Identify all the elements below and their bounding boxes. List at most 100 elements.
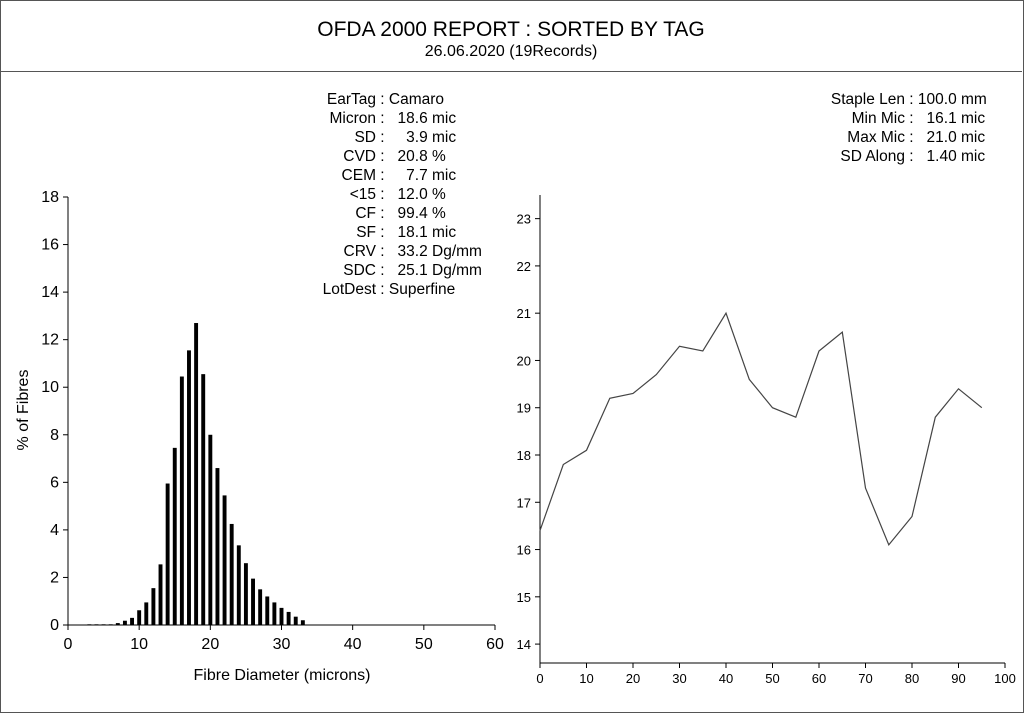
- histogram-bar: [208, 434, 213, 625]
- histogram-bar: [194, 323, 199, 625]
- stat-row-eartag: EarTag : Camaro: [300, 90, 579, 109]
- line-chart-x-tick-label: 30: [672, 671, 686, 686]
- histogram-x-axis-label: Fibre Diameter (microns): [194, 667, 371, 684]
- stat-value: 1.40 mic: [917, 148, 986, 165]
- stat-value: 33.2 Dg/mm: [388, 243, 482, 260]
- histogram-chart: 0 2 4 6 8 10 12 14 16 18 0 10 20 30 40 50 60: [41, 189, 504, 653]
- histogram-bar: [258, 589, 263, 625]
- stat-row-lt15: <15 : 12.0 %: [300, 185, 579, 204]
- line-chart-series: [539, 311, 983, 546]
- histogram-x-tick-label: 10: [130, 636, 148, 653]
- histogram-x-tick-label: 30: [273, 636, 291, 653]
- line-chart-y-tick-label: 18: [517, 448, 531, 463]
- histogram-bar: [265, 596, 270, 625]
- stat-label: <15: [349, 186, 376, 203]
- stat-row-sf: SF : 18.1 mic: [300, 223, 579, 242]
- summary-stats-left: EarTag : Camaro Micron : 18.6 mic SD : 3…: [300, 90, 579, 299]
- stat-label: SDC: [343, 262, 376, 279]
- line-chart-y-tick-label: 16: [517, 543, 531, 558]
- stat-row-cvd: CVD : 20.8 %: [300, 147, 579, 166]
- stat-value: 25.1 Dg/mm: [388, 262, 482, 279]
- line-chart-x-tick-label: 50: [765, 671, 779, 686]
- line-chart-x-tick-label: 70: [858, 671, 872, 686]
- histogram-bar: [108, 624, 113, 625]
- histogram-bar: [94, 624, 99, 625]
- line-chart-y-tick-label: 23: [517, 212, 531, 227]
- histogram-x-tick-label: 60: [486, 636, 504, 653]
- histogram-bar: [122, 620, 127, 625]
- histogram-y-tick-label: 2: [50, 569, 59, 586]
- stat-label: LotDest: [322, 281, 376, 298]
- report-header: OFDA 2000 REPORT : SORTED BY TAG 26.06.2…: [0, 0, 1022, 72]
- histogram-bar: [115, 623, 120, 625]
- histogram-y-tick-label: 4: [50, 522, 59, 539]
- histogram-bar: [251, 578, 255, 625]
- line-chart-x-tick-label: 80: [905, 671, 919, 686]
- stat-row-crv: CRV : 33.2 Dg/mm: [300, 242, 579, 261]
- summary-stats-right: Staple Len : 100.0 mm Min Mic : 16.1 mic…: [760, 90, 1003, 166]
- stat-label: CVD: [343, 148, 376, 165]
- line-chart-y-tick-label: 17: [517, 495, 531, 510]
- histogram-bar: [215, 468, 220, 625]
- line-chart-y-tick-label: 15: [517, 590, 531, 605]
- line-chart-x-tick-label: 0: [536, 671, 543, 686]
- line-chart-y-tick-label: 19: [517, 401, 531, 416]
- histogram-bar: [179, 376, 184, 625]
- histogram-bar: [229, 523, 234, 625]
- stat-row-cem: CEM : 7.7 mic: [300, 166, 579, 185]
- histogram-bar: [293, 616, 298, 625]
- line-chart-y-tick-label: 14: [517, 637, 531, 652]
- line-chart-y-tick-label: 20: [517, 353, 531, 368]
- stat-value: 18.1 mic: [388, 224, 457, 241]
- stat-label: CEM: [341, 167, 376, 184]
- stat-row-sd-along: SD Along : 1.40 mic: [760, 147, 1003, 166]
- line-chart-x-tick-label: 90: [951, 671, 965, 686]
- stat-value: 12.0 %: [388, 186, 446, 203]
- stat-label: SF: [356, 224, 376, 241]
- stat-row-max-mic: Max Mic : 21.0 mic: [760, 128, 1003, 147]
- stat-row-lotdest: LotDest : Superfine: [300, 280, 579, 299]
- histogram-bar: [243, 563, 248, 625]
- histogram-bar: [236, 545, 241, 625]
- histogram-bar: [201, 374, 206, 625]
- stat-label: CF: [355, 205, 376, 222]
- histogram-y-tick-label: 10: [41, 379, 59, 396]
- histogram-bar: [286, 611, 291, 625]
- line-chart-x-tick-label: 40: [719, 671, 733, 686]
- stat-row-sdc: SDC : 25.1 Dg/mm: [300, 261, 579, 280]
- stat-value: Superfine: [388, 281, 456, 298]
- line-chart-y-tick-label: 22: [517, 259, 531, 274]
- stat-label: Min Mic: [851, 110, 905, 127]
- line-chart-x-tick-label: 100: [994, 671, 1016, 686]
- histogram-bar: [130, 617, 135, 625]
- histogram-bar: [187, 350, 191, 625]
- histogram-bar: [137, 610, 142, 625]
- stat-row-sd: SD : 3.9 mic: [300, 128, 579, 147]
- stat-label: Staple Len: [830, 91, 905, 108]
- stat-label: SD: [354, 129, 376, 146]
- stat-row-min-mic: Min Mic : 16.1 mic: [760, 109, 1003, 128]
- histogram-bar: [87, 624, 92, 625]
- histogram-bar: [172, 447, 177, 625]
- line-chart-x-tick-label: 60: [812, 671, 826, 686]
- histogram-y-tick-label: 16: [41, 237, 59, 254]
- histogram-y-axis-label: % of Fibres: [15, 370, 32, 451]
- histogram-y-tick-label: 18: [41, 189, 59, 206]
- report-subtitle: 26.06.2020 (19Records): [424, 43, 598, 60]
- stat-value: 7.7 mic: [388, 167, 457, 184]
- histogram-bar: [158, 564, 163, 625]
- histogram-bar: [279, 607, 284, 625]
- stat-value: 21.0 mic: [917, 129, 986, 146]
- diameter-along-staple-chart: 14 15 16 17 18 19 20 21 22 23 0 10 20 30 40 50 60 70 80 90 1…: [517, 195, 1016, 686]
- line-chart-y-tick-label: 21: [517, 306, 531, 321]
- stat-value: 20.8 %: [388, 148, 446, 165]
- histogram-x-tick-label: 0: [64, 636, 73, 653]
- stat-label: Micron: [329, 110, 376, 127]
- histogram-x-tick-label: 40: [344, 636, 362, 653]
- histogram-y-tick-label: 14: [41, 284, 59, 301]
- histogram-y-tick-label: 8: [50, 427, 59, 444]
- histogram-x-tick-label: 50: [415, 636, 433, 653]
- histogram-bar: [222, 495, 227, 625]
- stat-value: 18.6 mic: [388, 110, 457, 127]
